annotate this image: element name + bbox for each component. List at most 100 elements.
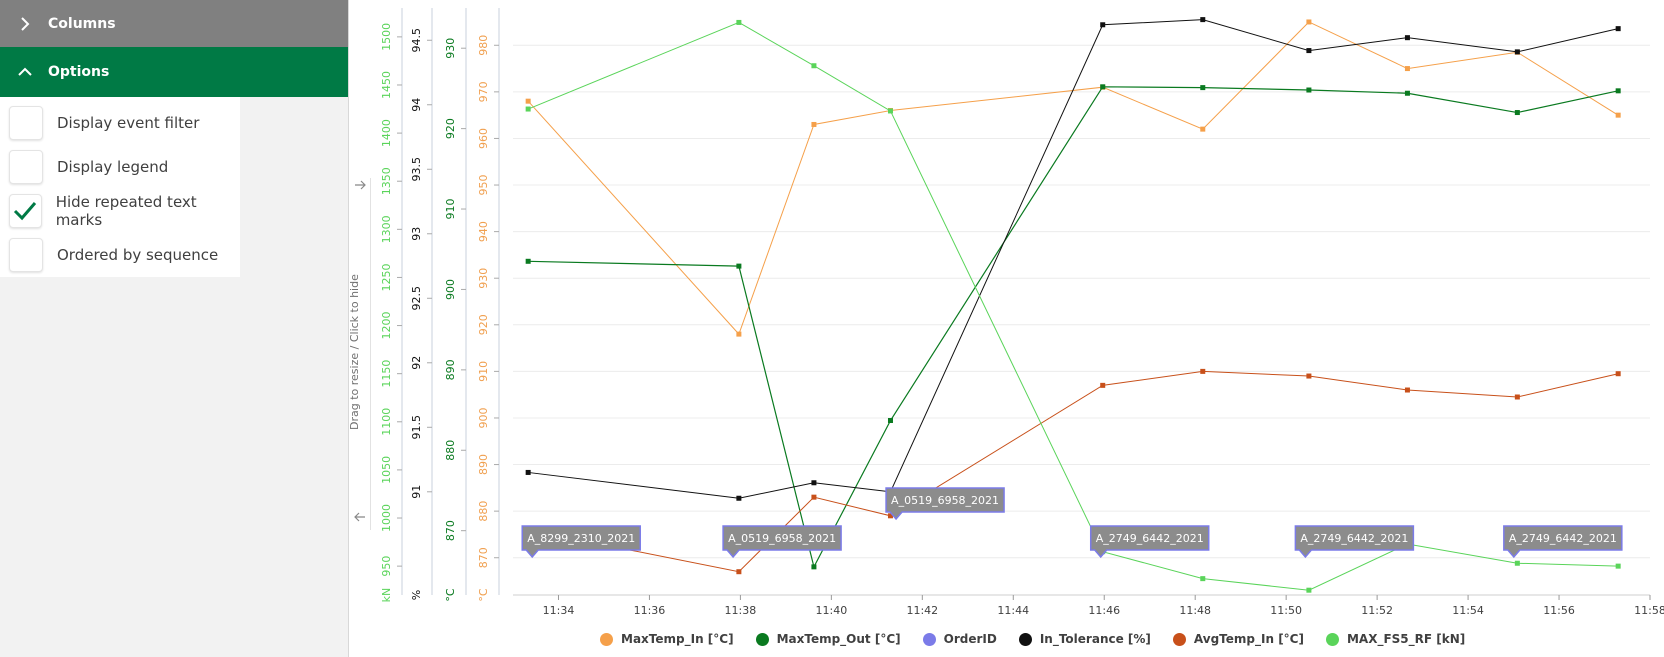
data-point — [1514, 560, 1520, 566]
legend-swatch — [1018, 632, 1032, 646]
checkbox[interactable] — [9, 106, 43, 140]
data-point — [1306, 19, 1312, 25]
resize-handle[interactable]: Drag to resize / Click to hide — [348, 178, 371, 530]
order-annotation: A_8299_2310_2021 — [521, 525, 641, 559]
option-label: Display legend — [57, 158, 169, 176]
data-point — [811, 564, 817, 570]
y-tick-label: 970 — [477, 81, 490, 102]
data-point — [887, 108, 893, 114]
x-tick-label: 11:50 — [1270, 604, 1302, 617]
y-tick-label: 1500 — [380, 23, 393, 51]
series-line — [527, 21, 1619, 591]
data-point — [736, 263, 742, 269]
y-axis-unit: kN — [380, 588, 393, 603]
checkbox[interactable] — [9, 194, 42, 228]
order-annotation: A_2749_6442_2021 — [1294, 525, 1415, 559]
y-tick-label: 900 — [477, 407, 490, 428]
y-tick-label: 1050 — [380, 456, 393, 484]
x-tick-label: 11:44 — [997, 604, 1029, 617]
chart-legend: MaxTemp_In [°C] MaxTemp_Out [°C] OrderID… — [600, 632, 1487, 646]
data-point — [525, 98, 531, 104]
data-point — [1100, 22, 1106, 28]
data-point — [1306, 48, 1312, 54]
y-tick-label: 1150 — [380, 360, 393, 388]
y-tick-label: 92.5 — [410, 286, 423, 311]
y-axis-unit: °C — [477, 588, 490, 602]
y-tick-label: 910 — [477, 361, 490, 382]
y-tick-label: 880 — [444, 440, 457, 461]
legend-label: OrderID — [943, 632, 997, 646]
sidebar: Columns Options Display event filter Dis… — [0, 0, 349, 657]
y-tick-label: 91.5 — [410, 415, 423, 440]
legend-swatch — [755, 632, 769, 646]
option-hide-repeated-text-marks[interactable]: Hide repeated text marks — [0, 189, 240, 233]
legend-item[interactable]: AvgTemp_In [°C] — [1172, 632, 1304, 646]
annotation-label: A_2749_6442_2021 — [1300, 532, 1408, 545]
data-point — [1615, 88, 1621, 94]
order-annotation: A_2749_6442_2021 — [1503, 525, 1623, 559]
data-point — [811, 63, 817, 69]
y-tick-label: 930 — [477, 268, 490, 289]
series-line — [528, 370, 1619, 573]
series-line — [528, 19, 1619, 499]
data-point — [525, 258, 531, 264]
y-tick-label: 950 — [477, 175, 490, 196]
y-tick-label: 93.5 — [410, 157, 423, 182]
data-point — [1615, 371, 1621, 377]
option-label: Hide repeated text marks — [55, 193, 197, 229]
legend-item[interactable]: OrderID — [922, 632, 997, 646]
y-tick-label: 93 — [410, 227, 423, 241]
data-point — [525, 106, 531, 112]
annotation-label: A_2749_6442_2021 — [1509, 532, 1617, 545]
y-tick-label: 1300 — [380, 215, 393, 243]
columns-section-header[interactable]: Columns — [0, 0, 348, 47]
legend-item[interactable]: MaxTemp_Out [°C] — [755, 632, 901, 646]
x-tick-label: 11:48 — [1179, 604, 1211, 617]
y-tick-label: 960 — [477, 128, 490, 149]
data-point — [811, 121, 817, 127]
data-point — [525, 469, 531, 475]
y-tick-label: 1100 — [380, 408, 393, 436]
y-tick-label: 91 — [410, 485, 423, 499]
data-point — [1306, 373, 1312, 379]
y-tick-label: 950 — [380, 556, 393, 577]
option-display-event-filter[interactable]: Display event filter — [0, 101, 240, 145]
data-point — [1200, 85, 1206, 91]
data-point — [887, 418, 893, 424]
y-tick-label: 94 — [410, 98, 423, 112]
data-point — [1404, 35, 1410, 41]
option-label: Ordered by sequence — [57, 246, 219, 264]
annotation-label: A_0519_6958_2021 — [728, 532, 836, 545]
y-tick-label: 920 — [477, 314, 490, 335]
columns-label: Columns — [48, 15, 116, 32]
data-point — [1404, 387, 1410, 393]
y-axis-unit: % — [410, 590, 423, 600]
x-tick-label: 11:34 — [543, 604, 575, 617]
option-ordered-by-sequence[interactable]: Ordered by sequence — [0, 233, 240, 277]
y-tick-label: 890 — [477, 454, 490, 475]
option-display-legend[interactable]: Display legend — [0, 145, 240, 189]
legend-label: AvgTemp_In [°C] — [1193, 632, 1304, 646]
legend-item[interactable]: MaxTemp_In [°C] — [600, 632, 734, 646]
y-tick-label: 1450 — [380, 71, 393, 99]
legend-item[interactable]: MAX_FS5_RF [kN] — [1325, 632, 1465, 646]
data-point — [1200, 368, 1206, 374]
y-tick-label: 1350 — [380, 167, 393, 195]
y-tick-label: 1250 — [380, 263, 393, 291]
checkbox[interactable] — [9, 238, 43, 272]
data-point — [1200, 126, 1206, 132]
x-tick-label: 11:52 — [1361, 604, 1393, 617]
checkbox[interactable] — [9, 150, 43, 184]
y-tick-label: 870 — [477, 547, 490, 568]
chevron-up-icon — [18, 67, 32, 76]
annotation-box — [885, 487, 1005, 521]
legend-item[interactable]: In_Tolerance [%] — [1018, 632, 1151, 646]
annotation-box — [521, 525, 641, 559]
chevron-right-icon — [21, 16, 30, 31]
data-point — [1200, 17, 1206, 23]
options-section-header[interactable]: Options — [0, 47, 348, 97]
legend-swatch — [922, 632, 936, 646]
option-label: Display event filter — [57, 114, 200, 132]
x-tick-label: 11:54 — [1452, 604, 1484, 617]
